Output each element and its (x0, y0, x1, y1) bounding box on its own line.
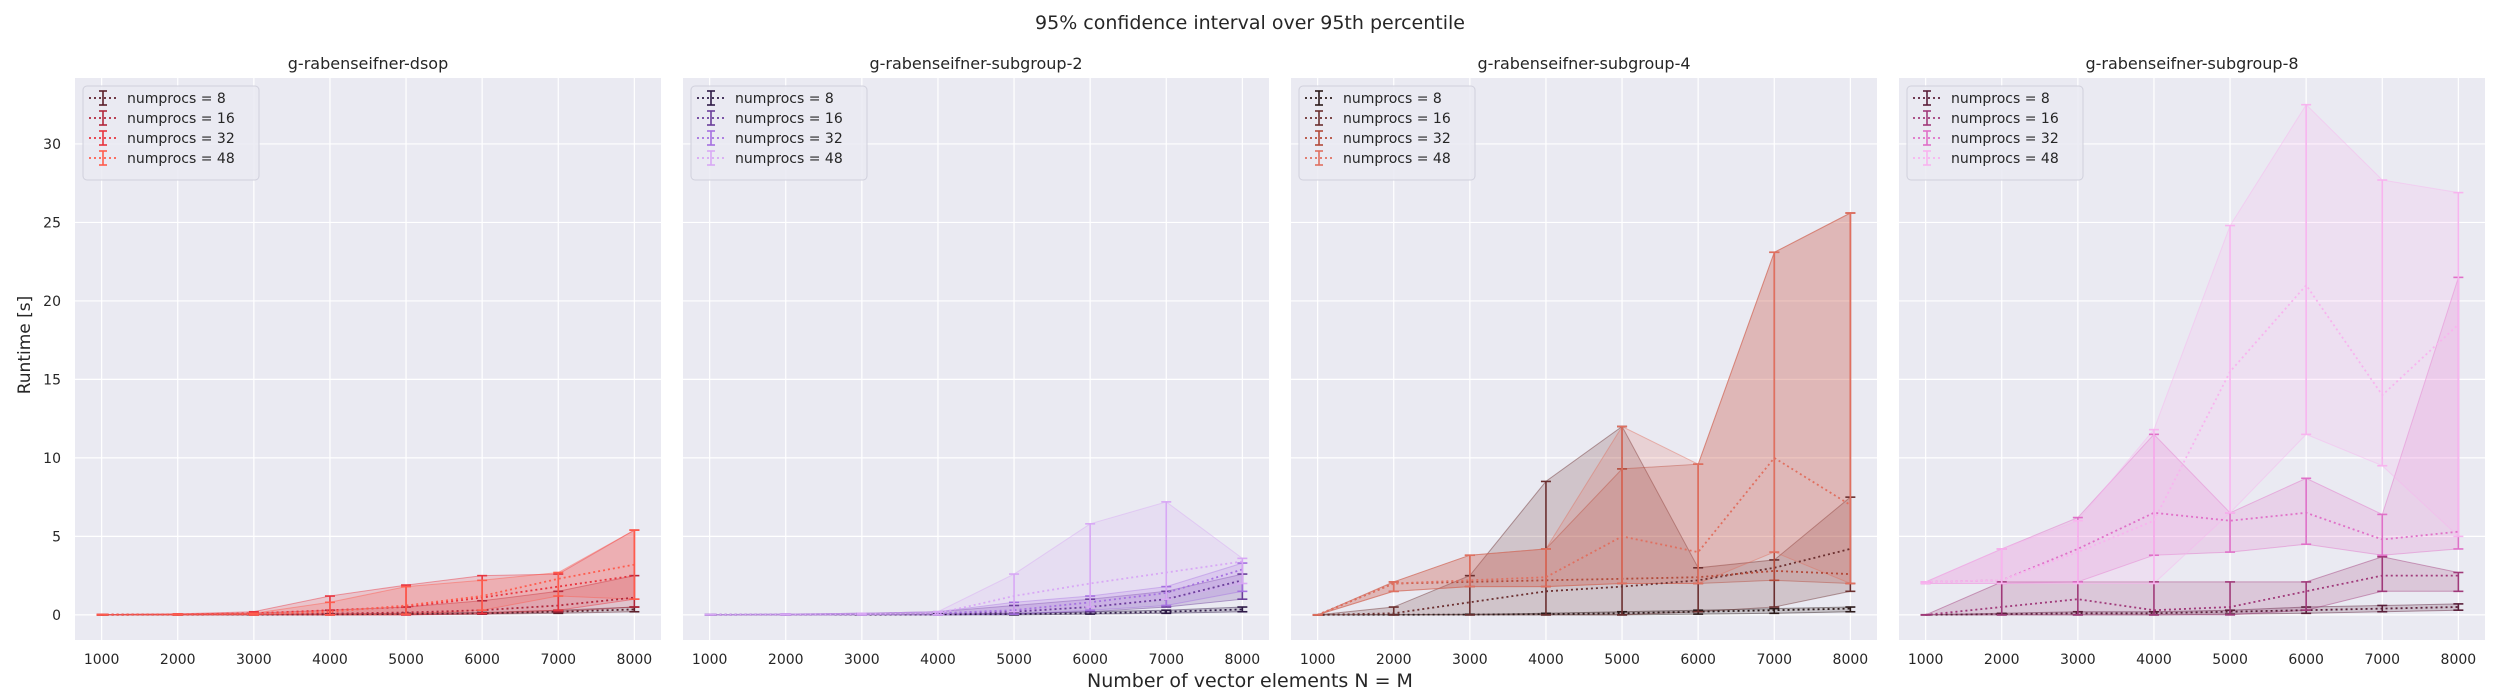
x-tick-label: 8000 (617, 652, 653, 668)
subplot-3: g-rabenseifner-subgroup-4 numprocs = 8nu… (1291, 54, 1877, 668)
legend: numprocs = 8 numprocs = 16 numprocs = 32 nu… (1906, 85, 2084, 181)
x-tick-label: 1000 (84, 652, 120, 668)
legend-box (82, 85, 260, 181)
legend-label: numprocs = 8 (1343, 91, 1442, 107)
x-tick-label: 1000 (1300, 652, 1336, 668)
legend: numprocs = 8 numprocs = 16 numprocs = 32 nu… (82, 85, 260, 181)
series-line (101, 596, 635, 616)
y-tick-label: 10 (43, 451, 61, 467)
legend-box (1298, 85, 1476, 181)
y-tick-label: 20 (43, 294, 61, 310)
series-line (1925, 606, 2459, 616)
series-line (101, 563, 635, 616)
x-tick-label: 1000 (692, 652, 728, 668)
x-tick-label: 7000 (1148, 652, 1184, 668)
y-tick-label: 15 (43, 372, 61, 388)
x-tick-label: 5000 (1604, 652, 1640, 668)
legend-label: numprocs = 8 (735, 91, 834, 107)
legend-label: numprocs = 48 (735, 151, 843, 167)
series-line (1317, 456, 1851, 616)
subplot-title: g-rabenseifner-subgroup-2 (869, 54, 1082, 73)
legend-box (690, 85, 868, 181)
x-tick-label: 8000 (1833, 652, 1869, 668)
series-line (1317, 548, 1851, 616)
subplot-title: g-rabenseifner-subgroup-8 (2085, 54, 2298, 73)
x-tick-label: 4000 (312, 652, 348, 668)
y-tick-label: 25 (43, 215, 61, 231)
legend-box (1906, 85, 2084, 181)
legend-label: numprocs = 16 (735, 111, 843, 127)
x-tick-label: 3000 (2060, 652, 2096, 668)
legend-label: numprocs = 16 (127, 111, 235, 127)
plot-content (1291, 78, 1877, 640)
legend-label: numprocs = 48 (127, 151, 235, 167)
x-tick-label: 2000 (1376, 652, 1412, 668)
x-tick-label: 8000 (2441, 652, 2477, 668)
x-tick-label: 4000 (2136, 652, 2172, 668)
x-tick-label: 3000 (236, 652, 272, 668)
x-tick-label: 4000 (1528, 652, 1564, 668)
legend-label: numprocs = 32 (735, 131, 843, 147)
legend: numprocs = 8 numprocs = 16 numprocs = 32 nu… (1298, 85, 1476, 181)
x-tick-label: 4000 (920, 652, 956, 668)
x-tick-label: 6000 (2288, 652, 2324, 668)
series-line (1925, 511, 2459, 583)
x-tick-label: 2000 (160, 652, 196, 668)
x-tick-label: 2000 (768, 652, 804, 668)
plot-content (683, 78, 1269, 640)
subplot-4: g-rabenseifner-subgroup-8 numprocs = 8nu… (1899, 54, 2485, 668)
series-line (709, 568, 1243, 616)
legend-label: numprocs = 32 (1951, 131, 2059, 147)
legend-label: numprocs = 16 (1343, 111, 1451, 127)
series-line (101, 608, 635, 616)
subplot-title: g-rabenseifner-dsop (288, 54, 448, 73)
x-tick-label: 6000 (1680, 652, 1716, 668)
legend-label: numprocs = 8 (1951, 91, 2050, 107)
subplot-title: g-rabenseifner-subgroup-4 (1477, 54, 1690, 73)
figure-ylabel: Runtime [s] (15, 296, 35, 395)
legend-label: numprocs = 16 (1951, 111, 2059, 127)
legend-label: numprocs = 48 (1343, 151, 1451, 167)
legend: numprocs = 8 numprocs = 16 numprocs = 32 nu… (690, 85, 868, 181)
series-line (709, 608, 1243, 616)
x-tick-label: 3000 (1452, 652, 1488, 668)
x-tick-label: 3000 (844, 652, 880, 668)
figure-xlabel: Number of vector elements N = M (1087, 670, 1413, 692)
x-tick-label: 5000 (996, 652, 1032, 668)
series-line (1317, 607, 1851, 616)
x-tick-label: 6000 (1072, 652, 1108, 668)
x-tick-label: 7000 (1756, 652, 1792, 668)
x-tick-label: 1000 (1908, 652, 1944, 668)
y-tick-label: 0 (52, 608, 61, 624)
x-tick-label: 5000 (388, 652, 424, 668)
legend-label: numprocs = 32 (127, 131, 235, 147)
figure-suptitle: 95% confidence interval over 95th percen… (1035, 12, 1465, 34)
subplot-2: g-rabenseifner-subgroup-2 numprocs = 8nu… (683, 54, 1269, 668)
legend-label: numprocs = 32 (1343, 131, 1451, 147)
x-tick-label: 8000 (1225, 652, 1261, 668)
y-tick-label: 5 (52, 529, 61, 545)
x-tick-label: 6000 (464, 652, 500, 668)
x-tick-label: 7000 (2364, 652, 2400, 668)
subplot-1: g-rabenseifner-dsop numprocs = 8numprocs… (43, 54, 661, 668)
legend-label: numprocs = 48 (1951, 151, 2059, 167)
x-tick-label: 2000 (1984, 652, 2020, 668)
y-tick-label: 30 (43, 137, 61, 153)
x-tick-label: 7000 (540, 652, 576, 668)
x-tick-label: 5000 (2212, 652, 2248, 668)
legend-label: numprocs = 8 (127, 91, 226, 107)
